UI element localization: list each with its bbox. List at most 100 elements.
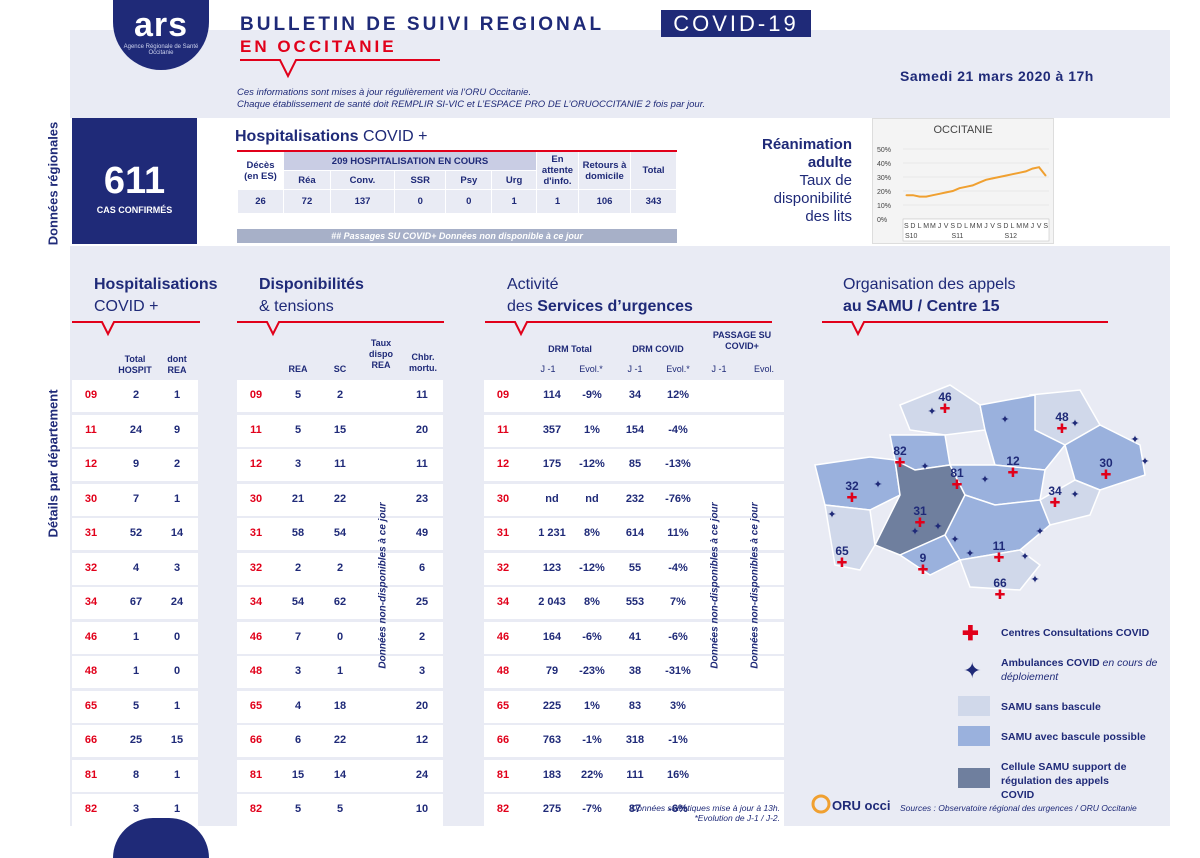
- cell-dr: 1: [173, 492, 181, 505]
- x-tick-label: V: [944, 223, 949, 230]
- cell-dte: -23%: [579, 665, 605, 677]
- cell-ch: 11: [416, 458, 428, 470]
- confirmed-cases-value: 611: [103, 160, 166, 202]
- data-point: [958, 187, 961, 189]
- rea-availability-chart: OCCITANIE 50% 40% 30% 20% 10% 0% S D L M M J V S D L M M J V…: [872, 118, 1054, 244]
- cell-sc: 0: [336, 630, 344, 643]
- cell-dte: 1%: [584, 699, 600, 712]
- cell-sc: 1: [336, 665, 344, 677]
- ambulance-icon: ✦: [1070, 489, 1079, 501]
- cell-rea: 3: [294, 458, 302, 470]
- table-row: 32 4 3: [72, 552, 198, 585]
- cell-dte: 8%: [584, 527, 600, 539]
- cell-d: 81: [496, 768, 510, 781]
- data-point: [1031, 167, 1034, 170]
- week-label: S12: [1005, 233, 1018, 240]
- cell-d: 11: [497, 423, 509, 436]
- cell-d: 34: [249, 596, 263, 608]
- data-point: [985, 179, 987, 181]
- x-tick-label: S: [997, 223, 1002, 230]
- week-label: S10: [905, 233, 918, 240]
- y-tick-label: 30%: [877, 175, 891, 182]
- swatch-sans: [958, 696, 990, 716]
- cell-dce: -13%: [665, 458, 691, 470]
- cell-rea: 4: [294, 699, 302, 712]
- x-tick-label: M: [930, 223, 936, 230]
- cross-icon: ✚: [1057, 421, 1068, 436]
- table-row: 81 183 22% 111 16%: [484, 759, 784, 792]
- y-tick-label: 10%: [877, 203, 891, 210]
- val-deces: 26: [237, 189, 284, 214]
- chart-title: OCCITANIE: [933, 124, 992, 136]
- col-rea-dispo: REA: [288, 364, 308, 374]
- val-retours: 106: [578, 189, 631, 214]
- cross-icon: ✚: [1008, 465, 1019, 480]
- legend-avec: SAMU avec bascule possible: [1001, 731, 1146, 743]
- cell-dte: nd: [585, 492, 599, 505]
- table-row: 82 275 -7% 87 -6%: [484, 794, 784, 826]
- cell-d: 65: [496, 699, 510, 712]
- ambulance-icon: ✦: [1070, 418, 1079, 430]
- cell-dt: 164: [542, 630, 562, 643]
- x-tick-label: L: [964, 223, 968, 230]
- table-row: 31 58 54 49: [237, 518, 443, 550]
- cell-dc: 232: [625, 492, 645, 505]
- logo-subtext: Agence Régionale de Santé Occitanie: [123, 44, 199, 56]
- section-underlines: [72, 321, 1108, 337]
- cell-dt: 183: [542, 768, 562, 781]
- cross-icon: ✚: [994, 550, 1005, 565]
- rea-l1: Réanimation: [761, 136, 852, 153]
- table-row: 46 1 0: [72, 621, 198, 654]
- col-rea: Réa: [283, 170, 331, 190]
- x-tick-label: V: [990, 223, 995, 230]
- table-row: 65 5 1: [72, 690, 198, 723]
- map-label-9: 9: [920, 551, 927, 565]
- cross-icon: ✚: [847, 490, 858, 505]
- ambulance-icon: ✦: [1035, 526, 1044, 538]
- val-rea: 72: [283, 189, 331, 214]
- section-dispo: Disponibilités & tensions: [259, 274, 364, 318]
- table-row: 31 52 14: [72, 518, 198, 550]
- cell-dte: -7%: [582, 803, 602, 815]
- val-psy: 0: [445, 189, 493, 214]
- cell-dr: 1: [173, 803, 181, 815]
- cell-d: 46: [496, 630, 510, 643]
- x-tick-label: M: [976, 223, 982, 230]
- map-label-65: 65: [835, 544, 849, 558]
- map-label-81: 81: [950, 466, 964, 480]
- cell-rea: 58: [291, 527, 305, 539]
- cross-icon: ✚: [995, 587, 1006, 600]
- data-point: [905, 194, 908, 196]
- col-j1c: J -1: [711, 364, 727, 374]
- y-tick-label: 50%: [877, 147, 891, 154]
- cell-d: 34: [84, 596, 98, 608]
- cell-ch: 2: [418, 630, 426, 643]
- ambulance-icon: ✦: [920, 461, 929, 473]
- cell-d: 12: [496, 458, 510, 470]
- table-row: 32 2 2 6: [237, 552, 443, 585]
- cell-dr: 24: [170, 596, 184, 608]
- table-row: 66 25 15: [72, 725, 198, 757]
- data-point: [1018, 172, 1020, 174]
- cell-d: 32: [249, 561, 263, 574]
- cell-dc: 87: [628, 803, 642, 815]
- covid-badge: COVID-19: [661, 10, 811, 37]
- data-point: [1011, 173, 1014, 175]
- col-chbr: Chbr. mortu.: [409, 352, 437, 373]
- x-tick-label: M: [1023, 223, 1029, 230]
- col-passage: PASSAGE SU COVID+: [712, 330, 772, 351]
- cell-dce: -4%: [668, 561, 688, 574]
- col-group-209: 209 HOSPITALISATION EN COURS: [283, 150, 537, 172]
- val-conv: 137: [329, 189, 396, 214]
- ambulance-icon: ✦: [1030, 574, 1039, 586]
- x-tick-label: J: [984, 223, 988, 230]
- table-row: 46 164 -6% 41 -6%: [484, 621, 784, 654]
- x-tick-label: S: [1043, 223, 1048, 230]
- cell-dc: 41: [628, 630, 642, 643]
- cell-ch: 20: [415, 699, 429, 712]
- ambulance-icon: ✦: [873, 479, 882, 491]
- col-retours: Retours à domicile: [578, 150, 631, 190]
- cross-icon: ✚: [915, 515, 926, 530]
- oru-logo: ORU occitanie: [810, 790, 921, 820]
